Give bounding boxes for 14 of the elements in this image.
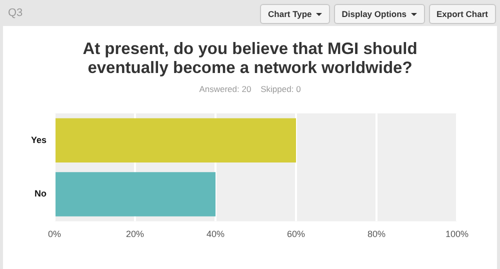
x-tick-label: 20%	[126, 229, 144, 240]
x-tick-label: 80%	[367, 229, 386, 240]
x-tick-label: 40%	[206, 229, 225, 240]
text: Display Options	[342, 9, 407, 19]
x-tick-label: 0%	[48, 229, 62, 240]
text: Q3	[8, 7, 23, 19]
chart-title: At present, do you believe that MGI should eventually become a network worldwide?	[82, 40, 418, 78]
x-tick-label: 100%	[445, 229, 469, 240]
text: Chart Type	[268, 9, 312, 19]
y-tick-label: No	[34, 188, 48, 199]
x-tick-label: 60%	[287, 229, 306, 240]
text: Export Chart	[436, 9, 488, 19]
chart-subtitle: Answered: 20 Skipped: 0	[198, 84, 302, 94]
y-tick-label: Yes	[30, 134, 47, 145]
